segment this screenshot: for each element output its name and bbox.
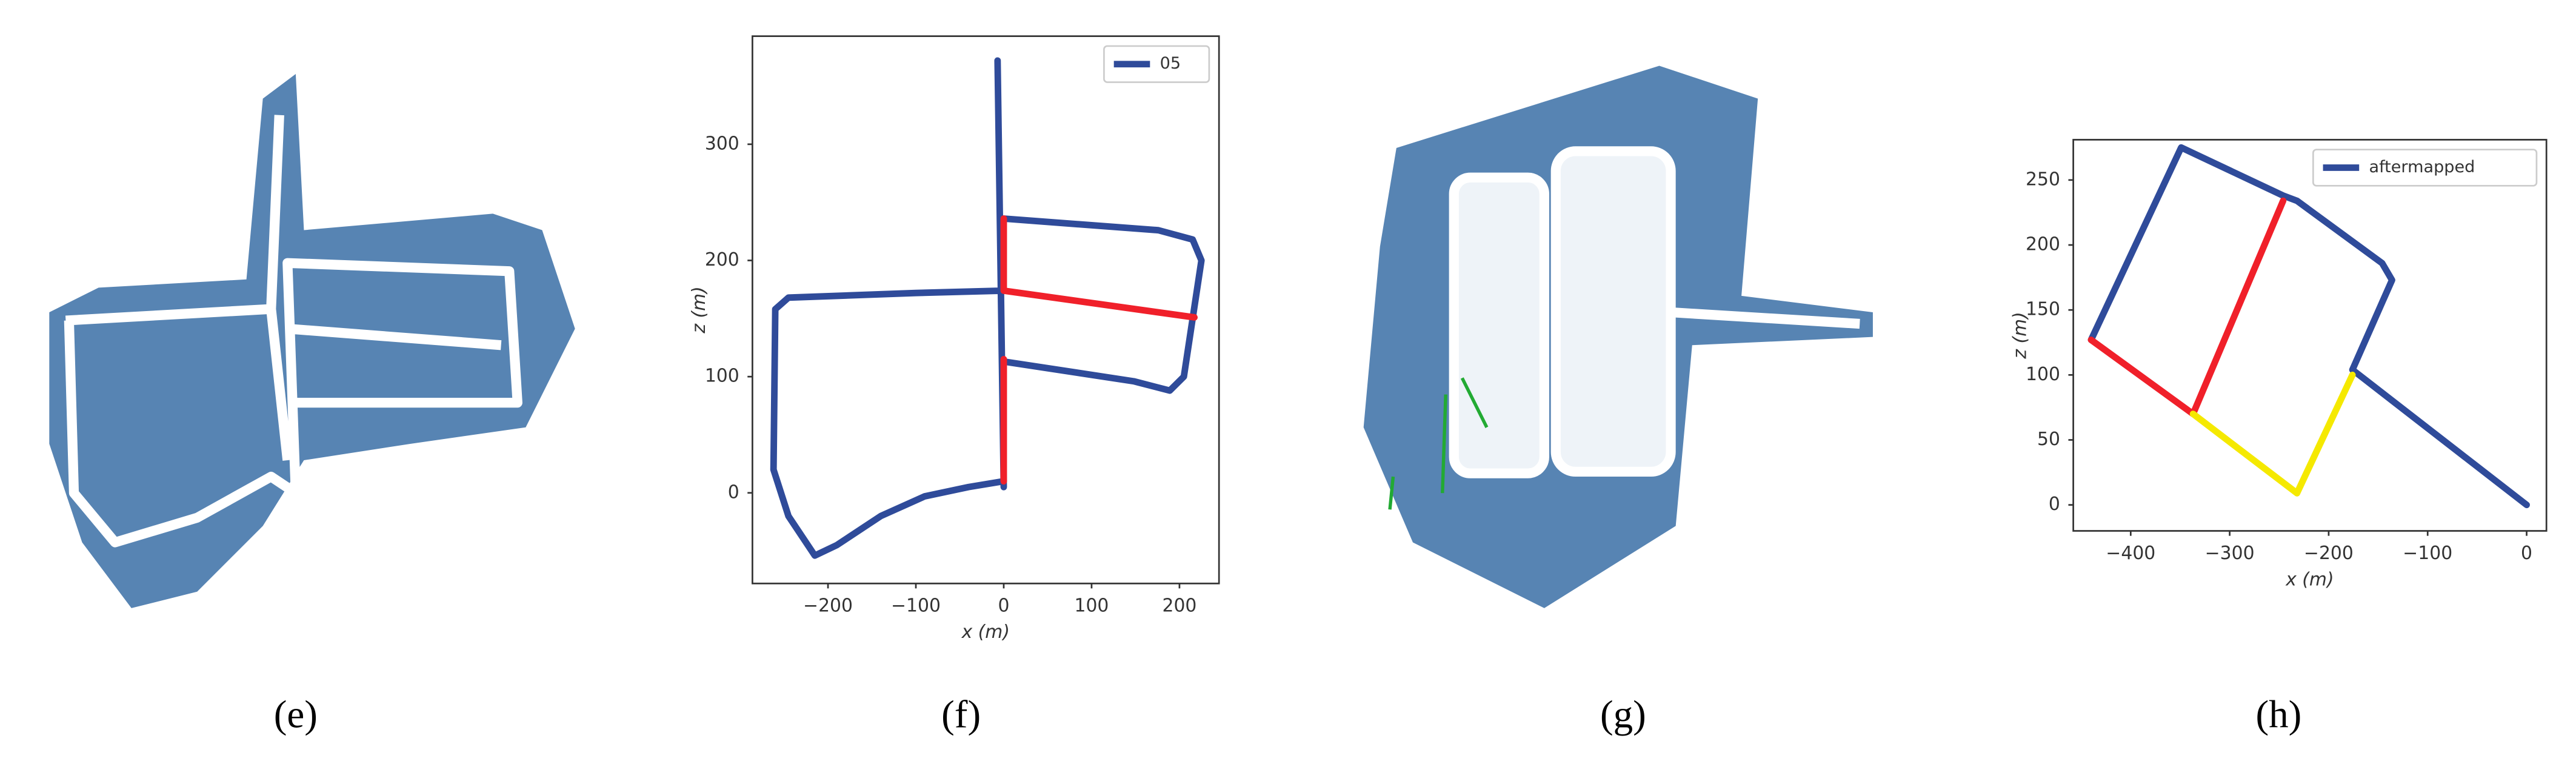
x-tick-label: 100	[1075, 595, 1109, 617]
legend-label: 05	[1160, 54, 1181, 73]
x-tick-label: −100	[2403, 543, 2452, 564]
caption: (e)	[274, 692, 318, 736]
y-tick-label: 200	[705, 249, 739, 270]
point-cloud-g	[1363, 65, 1873, 608]
x-tick-label: 0	[998, 595, 1010, 617]
y-tick-label: 250	[2026, 169, 2060, 190]
y-tick-label: 150	[2026, 299, 2060, 320]
caption: (g)	[1600, 692, 1646, 736]
trajectory-line	[2087, 144, 2530, 509]
trajectory-line	[1000, 215, 1198, 485]
x-tick-label: 200	[1162, 595, 1196, 617]
caption: (f)	[941, 692, 981, 736]
x-tick-label: −400	[2106, 543, 2155, 564]
x-tick-label: −200	[803, 595, 853, 617]
x-axis-label: x (m)	[961, 622, 1010, 643]
x-tick-label: −300	[2205, 543, 2255, 564]
legend-box	[1103, 45, 1210, 83]
y-tick-label: 200	[2026, 234, 2060, 255]
y-tick-label: 100	[2026, 364, 2060, 385]
y-tick-label: 0	[728, 481, 739, 503]
y-tick-label: 300	[705, 133, 739, 154]
y-tick-label: 100	[705, 366, 739, 387]
y-axis-label: z (m)	[2009, 312, 2030, 359]
x-tick-label: −200	[2304, 543, 2354, 564]
caption: (h)	[2255, 692, 2301, 736]
legend-box	[2312, 149, 2538, 187]
x-axis-label: x (m)	[2285, 569, 2334, 590]
y-axis-label: z (m)	[689, 286, 710, 334]
x-tick-label: −100	[891, 595, 941, 617]
legend-label: aftermapped	[2369, 158, 2475, 176]
y-tick-label: 50	[2037, 429, 2060, 450]
point-cloud-e	[49, 73, 575, 608]
y-tick-label: 0	[2049, 494, 2060, 515]
x-tick-label: 0	[2521, 543, 2532, 564]
trajectory-line	[2189, 371, 2356, 497]
